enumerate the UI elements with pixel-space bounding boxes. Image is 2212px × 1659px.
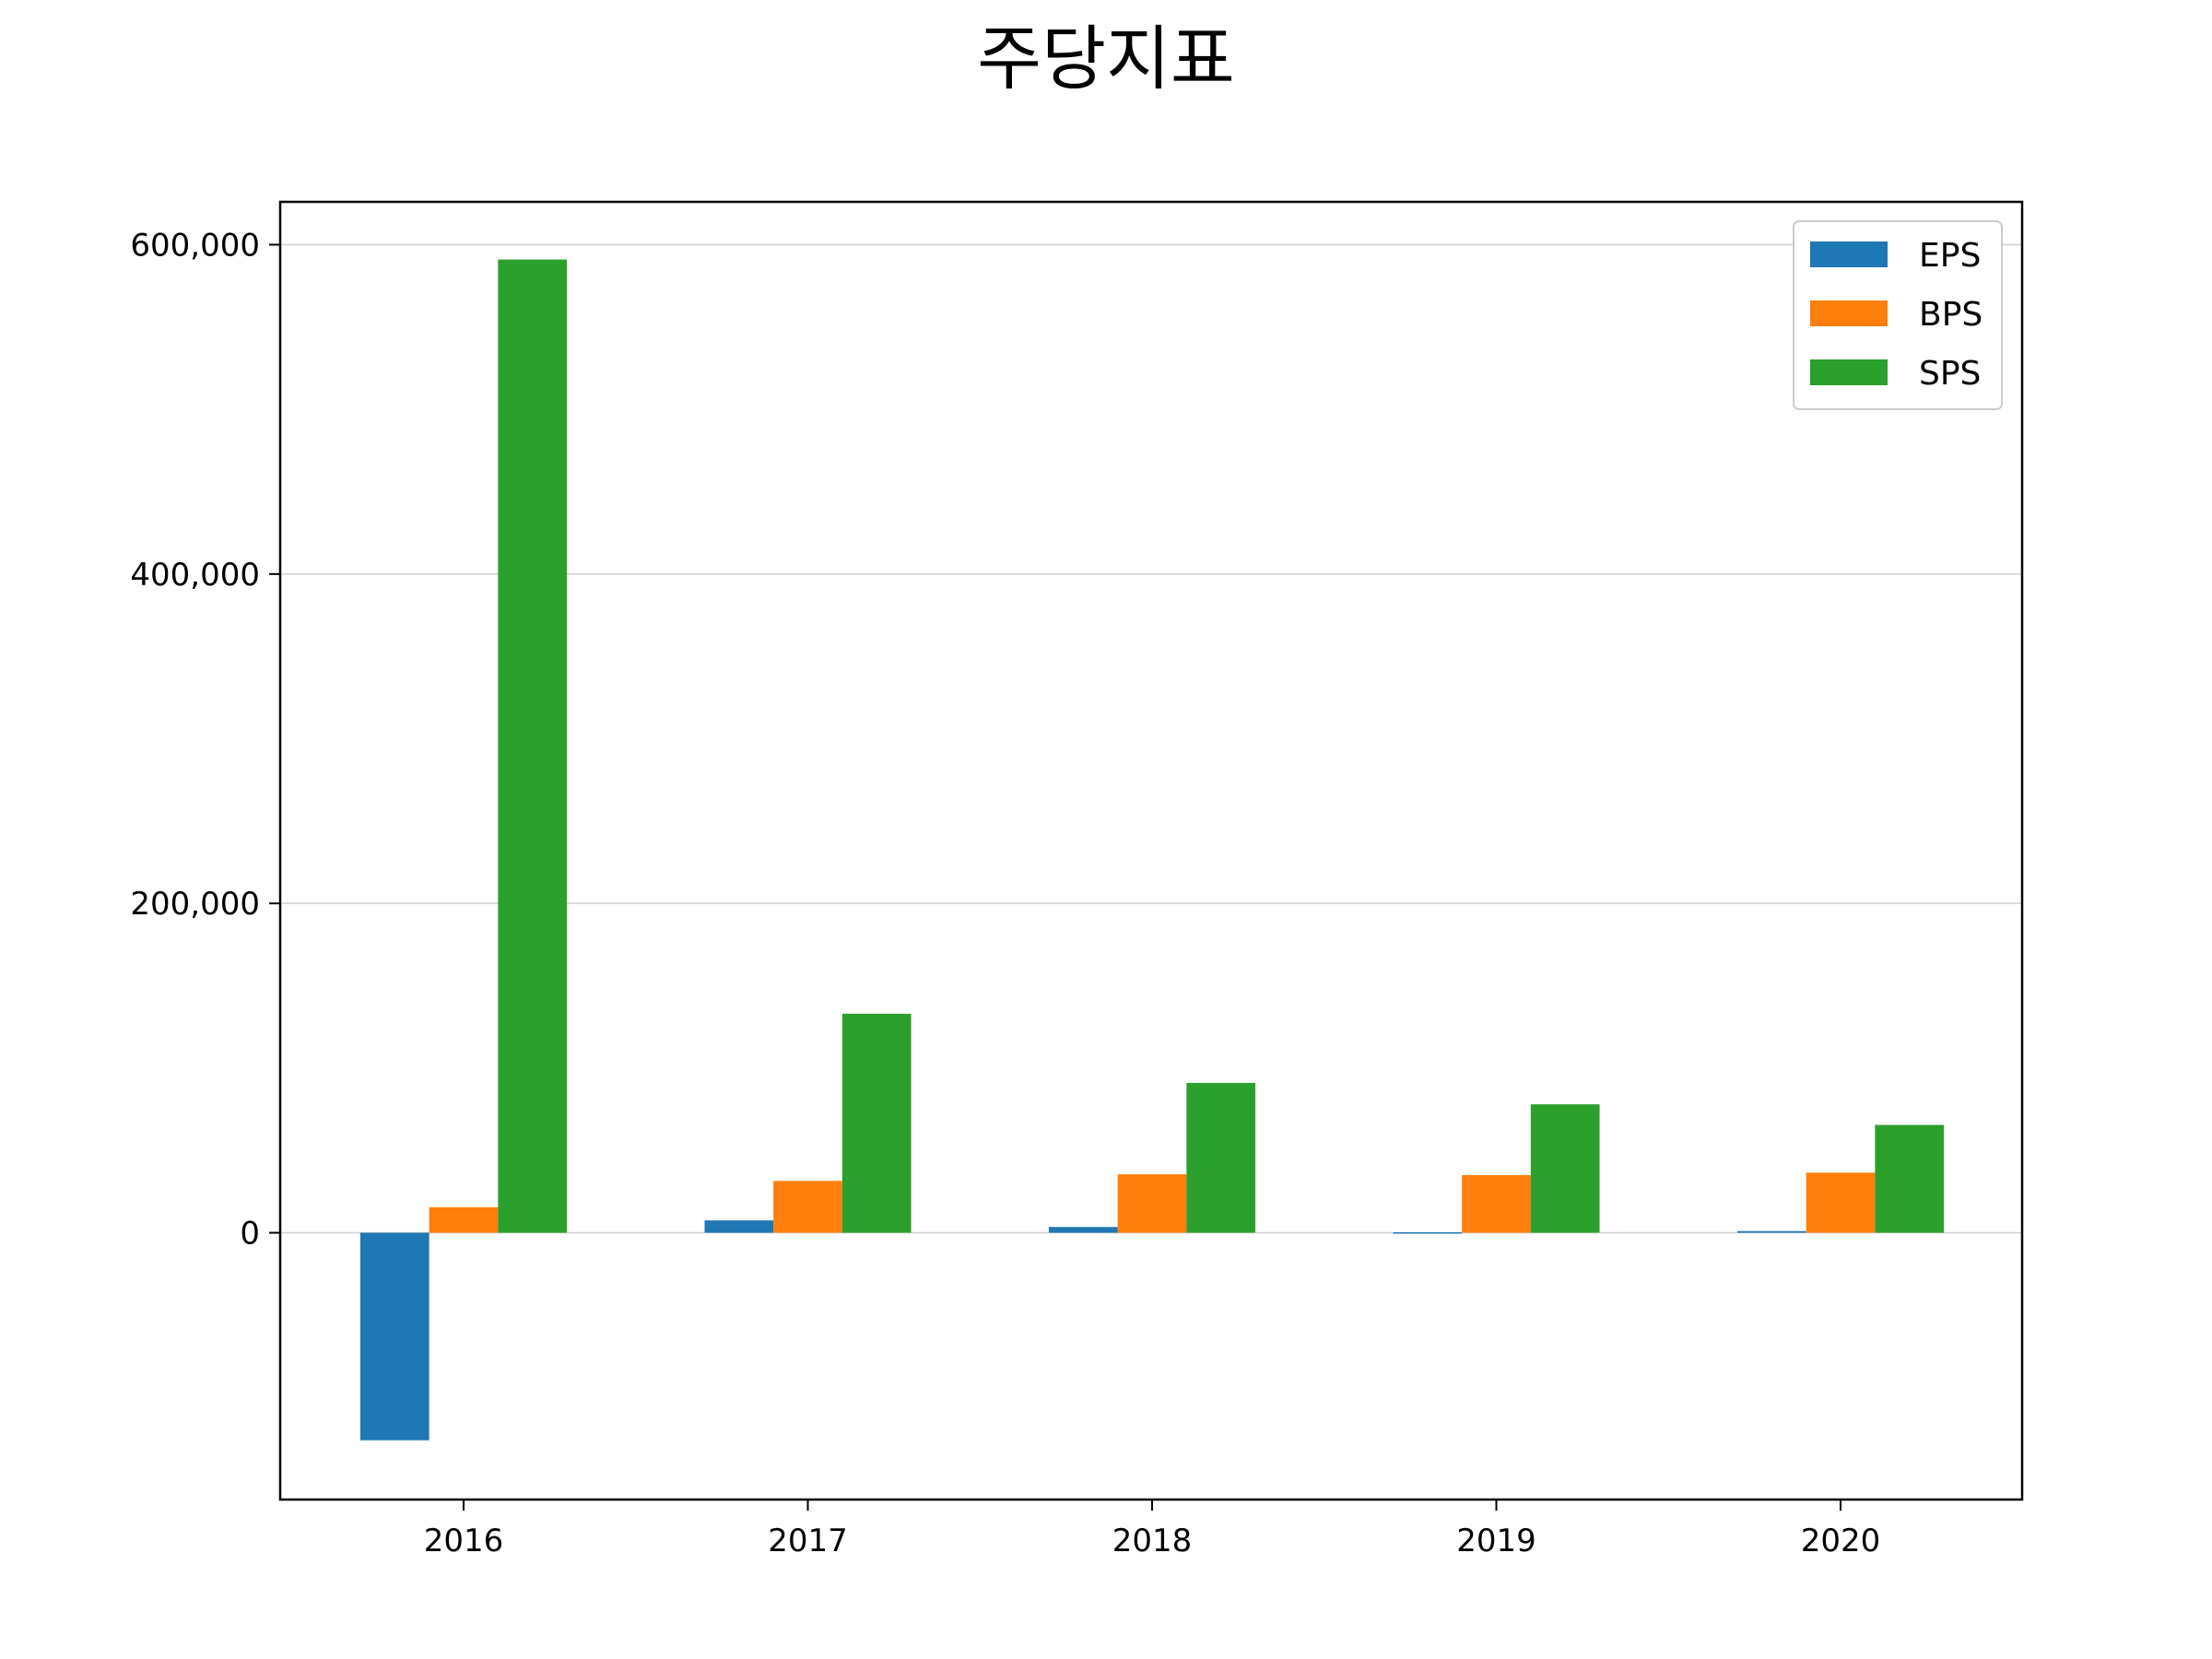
y-axis: 0 200,000 400,000 600,000 [130, 227, 280, 1253]
x-tick-label: 2019 [1456, 1523, 1536, 1559]
bar-sps-2016 [498, 259, 568, 1233]
bar-eps-2016 [359, 1232, 429, 1441]
legend-label-bps: BPS [1919, 296, 1983, 334]
bar-eps-2020 [1736, 1230, 1806, 1233]
x-tick-label: 2018 [1112, 1523, 1193, 1559]
y-tick-label: 400,000 [130, 557, 260, 594]
bar-bps-2016 [429, 1206, 499, 1233]
bar-bps-2017 [773, 1181, 842, 1233]
y-tick-label: 0 [240, 1216, 260, 1253]
chart-title: 주당지표 [977, 18, 1235, 100]
x-tick-label: 2017 [768, 1523, 848, 1559]
legend-label-eps: EPS [1919, 237, 1981, 275]
bar-sps-2019 [1530, 1104, 1600, 1233]
x-axis: 2016 2017 2018 2019 2020 [424, 1500, 1881, 1559]
legend: EPS BPS SPS [1793, 220, 2003, 410]
bar-eps-2019 [1393, 1232, 1463, 1234]
bar-bps-2020 [1806, 1172, 1876, 1233]
x-tick-label: 2020 [1801, 1523, 1881, 1559]
bar-bps-2019 [1462, 1175, 1531, 1233]
legend-swatch-eps [1810, 241, 1888, 267]
bar-bps-2018 [1117, 1174, 1187, 1233]
bar-eps-2018 [1048, 1227, 1118, 1233]
legend-swatch-bps [1810, 300, 1888, 326]
y-tick-label: 200,000 [130, 886, 260, 923]
bar-sps-2020 [1875, 1124, 1945, 1233]
bars [359, 259, 1945, 1441]
bar-sps-2018 [1186, 1082, 1256, 1233]
x-tick-label: 2016 [424, 1523, 504, 1559]
y-tick-label: 600,000 [130, 227, 260, 264]
grid-lines [280, 243, 2022, 1234]
legend-swatch-sps [1810, 359, 1888, 385]
legend-label-sps: SPS [1919, 355, 1981, 393]
bar-sps-2017 [841, 1013, 912, 1233]
bar-eps-2017 [704, 1220, 774, 1233]
